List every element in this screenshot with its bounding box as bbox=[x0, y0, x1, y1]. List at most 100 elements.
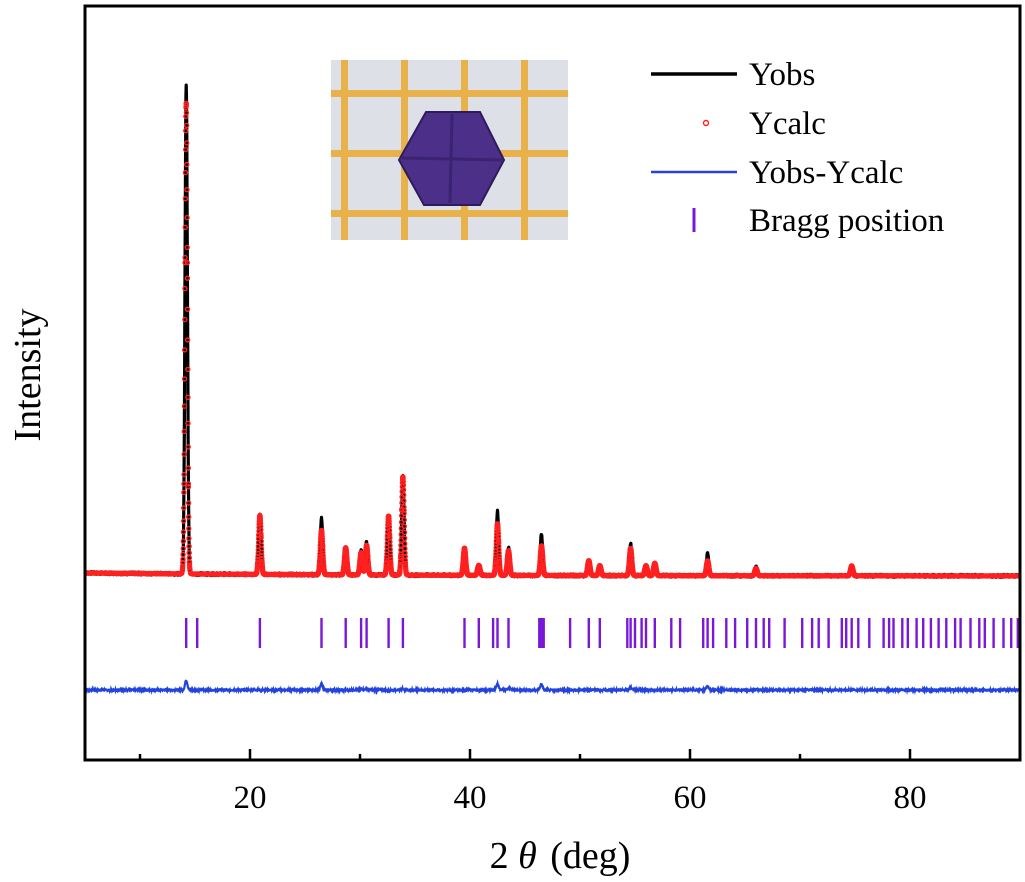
ycalc-point bbox=[180, 538, 187, 544]
ycalc-point bbox=[184, 161, 190, 168]
crystal-line bbox=[401, 156, 503, 162]
ycalc-point bbox=[181, 376, 188, 382]
ycalc-point bbox=[183, 127, 189, 134]
series-yobs-ycalc bbox=[85, 679, 1020, 696]
ycalc-point bbox=[185, 481, 192, 487]
ycalc-point bbox=[182, 254, 188, 261]
ycalc-point bbox=[401, 535, 408, 541]
ycalc-point bbox=[185, 394, 191, 400]
ycalc-point bbox=[179, 563, 186, 569]
ycalc-point bbox=[465, 572, 471, 578]
ycalc-point bbox=[181, 505, 187, 511]
ycalc-point bbox=[387, 556, 394, 562]
ycalc-point bbox=[401, 529, 408, 536]
ycalc-point bbox=[319, 536, 325, 542]
ycalc-point bbox=[402, 557, 408, 563]
inset-photo bbox=[331, 60, 568, 240]
ycalc-point bbox=[509, 572, 515, 578]
x-tick-label: 80 bbox=[894, 780, 927, 816]
ycalc-point bbox=[182, 146, 189, 153]
ycalc-point bbox=[496, 556, 502, 562]
ycalc-point bbox=[180, 556, 186, 562]
ycalc-point bbox=[631, 572, 638, 579]
ycalc-point bbox=[184, 214, 190, 221]
ycalc-point bbox=[181, 428, 188, 435]
ycalc-point bbox=[320, 550, 326, 556]
ycalc-point bbox=[183, 110, 190, 116]
x-tick-label: 20 bbox=[234, 780, 267, 816]
x-tick-label: 40 bbox=[454, 780, 487, 816]
ycalc-point bbox=[257, 517, 264, 524]
ycalc-point bbox=[397, 563, 403, 569]
legend-label-diff: Yobs-Ycalc bbox=[749, 155, 903, 191]
legend-label-bragg: Bragg position bbox=[749, 203, 944, 239]
ycalc-point bbox=[401, 510, 407, 517]
ycalc-point bbox=[757, 573, 763, 579]
ycalc-point bbox=[181, 489, 187, 496]
ycalc-point bbox=[402, 541, 408, 547]
ycalc-point bbox=[319, 533, 325, 539]
ycalc-point bbox=[186, 535, 192, 542]
ycalc-point bbox=[386, 518, 392, 524]
ycalc-point bbox=[495, 530, 501, 536]
ycalc-point bbox=[180, 518, 187, 524]
ycalc-point bbox=[322, 571, 328, 578]
legend-marker-ycalc bbox=[702, 119, 710, 127]
ycalc-point bbox=[186, 550, 192, 556]
ycalc-point bbox=[259, 555, 265, 562]
ycalc-point bbox=[320, 552, 326, 559]
ycalc-point bbox=[397, 561, 404, 567]
ycalc-point bbox=[401, 498, 407, 504]
legend: Yobs Ycalc Yobs-Ycalc Bragg position bbox=[651, 57, 944, 239]
ycalc-point bbox=[401, 523, 407, 529]
ycalc-point bbox=[184, 306, 191, 312]
ycalc-point bbox=[184, 186, 190, 193]
ycalc-point bbox=[186, 559, 193, 565]
x-axis-title-unit: (deg) bbox=[550, 835, 630, 877]
ycalc-point bbox=[400, 476, 406, 482]
ycalc-point bbox=[1017, 573, 1020, 579]
ycalc-point bbox=[182, 260, 188, 266]
ycalc-point bbox=[184, 275, 191, 281]
ycalc-point bbox=[181, 471, 187, 478]
ycalc-point bbox=[181, 403, 188, 409]
ycalc-point bbox=[180, 545, 187, 552]
ycalc-point bbox=[495, 525, 501, 531]
ycalc-point bbox=[185, 500, 192, 506]
ycalc-point bbox=[495, 533, 502, 540]
ycalc-point bbox=[186, 525, 192, 532]
ycalc-point bbox=[496, 550, 502, 556]
ycalc-point bbox=[320, 547, 326, 553]
ycalc-point bbox=[320, 544, 326, 550]
ycalc-point bbox=[184, 244, 190, 251]
ycalc-point bbox=[186, 543, 192, 549]
ycalc-point bbox=[401, 517, 407, 523]
x-axis-title-prefix: 2 bbox=[490, 835, 509, 877]
x-axis-ticks: 20 40 60 80 bbox=[138, 749, 1022, 816]
ycalc-point bbox=[401, 492, 407, 498]
ycalc-point bbox=[346, 571, 353, 578]
ycalc-point bbox=[182, 224, 189, 231]
series-ycalc bbox=[85, 100, 1020, 579]
ycalc-point bbox=[655, 572, 662, 579]
ycalc-point bbox=[367, 572, 374, 578]
ycalc-point bbox=[400, 487, 407, 493]
ycalc-point bbox=[182, 285, 188, 292]
ycalc-point bbox=[386, 521, 392, 527]
ycalc-point bbox=[708, 572, 715, 579]
ycalc-point bbox=[496, 553, 502, 559]
ycalc-point bbox=[542, 572, 548, 578]
ycalc-point bbox=[183, 140, 190, 146]
ycalc-point bbox=[495, 527, 501, 534]
ycalc-point bbox=[180, 529, 187, 535]
ycalc-point bbox=[401, 504, 407, 510]
ycalc-point bbox=[852, 573, 859, 579]
ycalc-point bbox=[182, 195, 189, 202]
ycalc-point bbox=[261, 571, 267, 577]
ycalc-point bbox=[386, 516, 392, 522]
ycalc-point bbox=[259, 552, 265, 559]
x-axis-title-symbol: θ bbox=[518, 835, 537, 877]
ycalc-point bbox=[179, 565, 186, 571]
x-axis-title: 2 θ (deg) bbox=[490, 835, 631, 877]
